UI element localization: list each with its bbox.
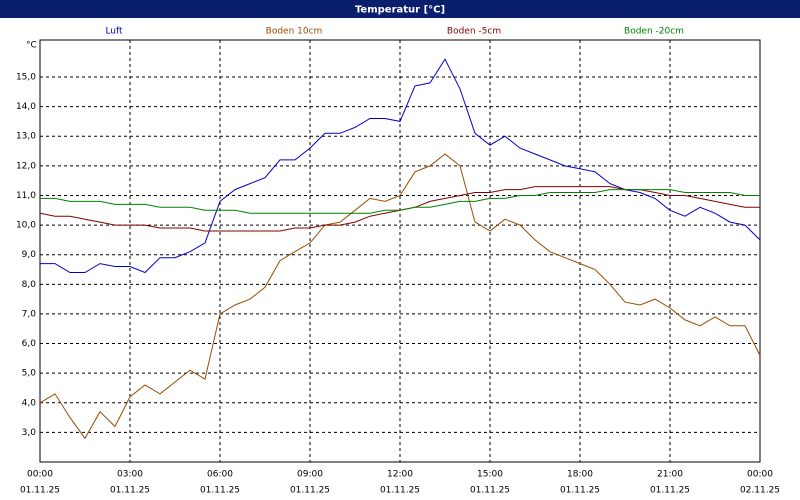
x-tick-label: 21:00 [657,470,683,480]
x-tick-label: 00:00 [27,470,53,480]
title-bar [0,0,800,18]
series-line [39,153,761,440]
y-tick-label: 11,0 [16,191,36,201]
x-tick-date: 01.11.25 [380,486,420,496]
y-tick-label: 4,0 [22,398,37,408]
y-tick-label: 7,0 [22,309,37,319]
x-tick-date: 02.11.25 [740,486,780,496]
x-tick-label: 03:00 [117,470,143,480]
x-tick-label: 06:00 [207,470,233,480]
x-tick-date: 01.11.25 [470,486,510,496]
x-tick-date: 01.11.25 [290,486,330,496]
y-tick-label: 5,0 [22,369,37,379]
x-tick-label: 09:00 [297,470,323,480]
y-tick-label: 13,0 [16,132,36,142]
legend-entry: Luft [105,27,123,37]
x-tick-date: 01.11.25 [650,486,690,496]
y-tick-label: 15,0 [16,73,36,83]
y-tick-label: 14,0 [16,102,36,112]
x-tick-date: 01.11.25 [200,486,240,496]
y-tick-label: 10,0 [16,221,36,231]
y-tick-label: 6,0 [22,339,37,349]
y-tick-label: 8,0 [22,280,37,290]
y-tick-label: 3,0 [22,428,37,438]
y-tick-label: 9,0 [22,250,37,260]
x-tick-date: 01.11.25 [20,486,60,496]
x-tick-date: 01.11.25 [560,486,600,496]
legend-entry: Boden -5cm [447,27,501,37]
x-tick-label: 18:00 [567,470,593,480]
window-title: Temperatur [°C] [355,5,445,16]
y-tick-label: 12,0 [16,161,36,171]
legend-entry: Boden 10cm [266,27,323,37]
series-line [40,58,761,274]
series-line [40,189,760,214]
legend-entry: Boden -20cm [624,27,684,37]
y-unit: °C [26,41,37,51]
x-tick-date: 01.11.25 [110,486,150,496]
x-tick-label: 12:00 [387,470,413,480]
x-tick-label: 00:00 [747,470,773,480]
x-tick-label: 15:00 [477,470,503,480]
